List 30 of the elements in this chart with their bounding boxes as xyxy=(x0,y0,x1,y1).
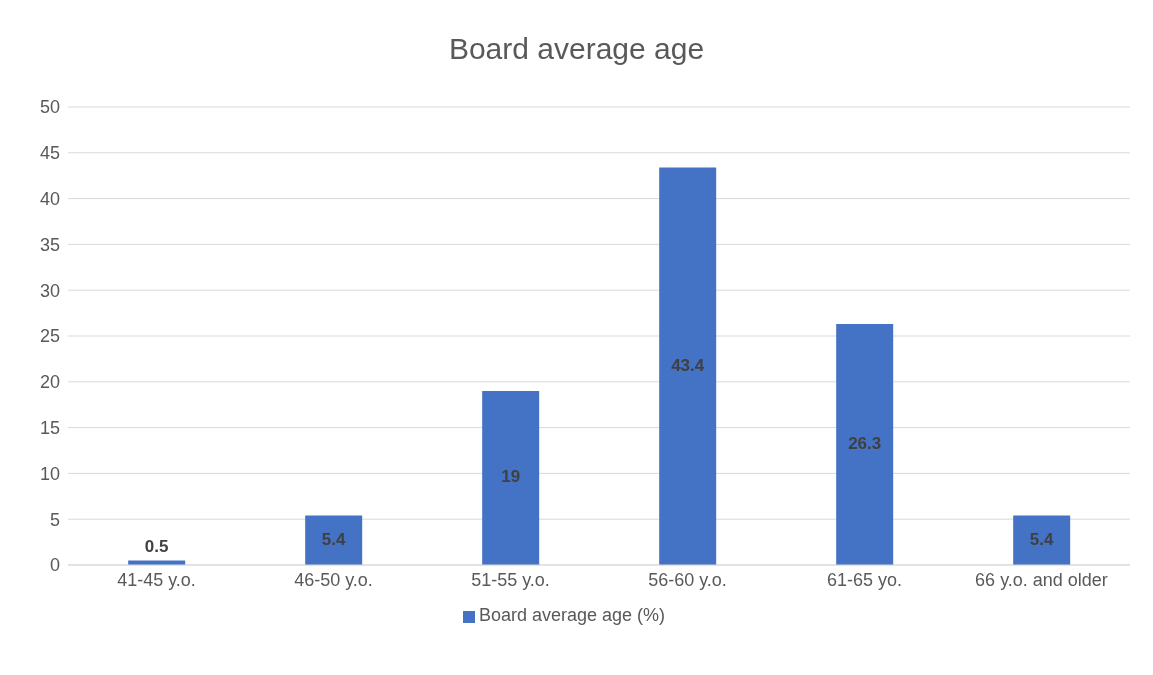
data-label: 43.4 xyxy=(671,355,705,375)
data-label: 0.5 xyxy=(144,537,169,557)
x-tick-label: 56-60 y.o. xyxy=(648,569,727,590)
x-tick-label: 51-55 y.o. xyxy=(471,569,550,590)
data-label: 5.4 xyxy=(321,529,347,549)
data-label: 19 xyxy=(501,467,521,487)
data-label: 26.3 xyxy=(848,434,882,454)
x-tick-label: 46-50 y.o. xyxy=(294,569,373,590)
y-tick-label: 0 xyxy=(49,555,60,576)
data-label: 5.4 xyxy=(1029,529,1055,549)
y-tick-label: 35 xyxy=(39,234,60,255)
bar xyxy=(482,390,540,565)
y-tick-label: 20 xyxy=(39,372,60,393)
y-tick-label: 25 xyxy=(39,326,60,347)
y-tick-label: 40 xyxy=(39,188,60,209)
bar xyxy=(659,167,717,565)
y-tick-label: 15 xyxy=(39,417,60,438)
chart-title: Board average age xyxy=(447,32,706,66)
x-tick-label: 66 y.o. and older xyxy=(975,569,1108,590)
bar xyxy=(305,515,363,565)
legend-label: Board average age (%) xyxy=(478,605,666,625)
y-tick-label: 5 xyxy=(49,509,60,530)
x-tick-label: 41-45 y.o. xyxy=(117,569,196,590)
y-tick-label: 45 xyxy=(39,143,60,164)
bar xyxy=(836,324,894,565)
y-tick-label: 50 xyxy=(39,97,60,118)
x-tick-label: 61-65 yo. xyxy=(826,569,903,590)
y-tick-label: 30 xyxy=(39,280,60,301)
y-tick-label: 10 xyxy=(39,463,60,484)
bar xyxy=(1013,515,1071,565)
